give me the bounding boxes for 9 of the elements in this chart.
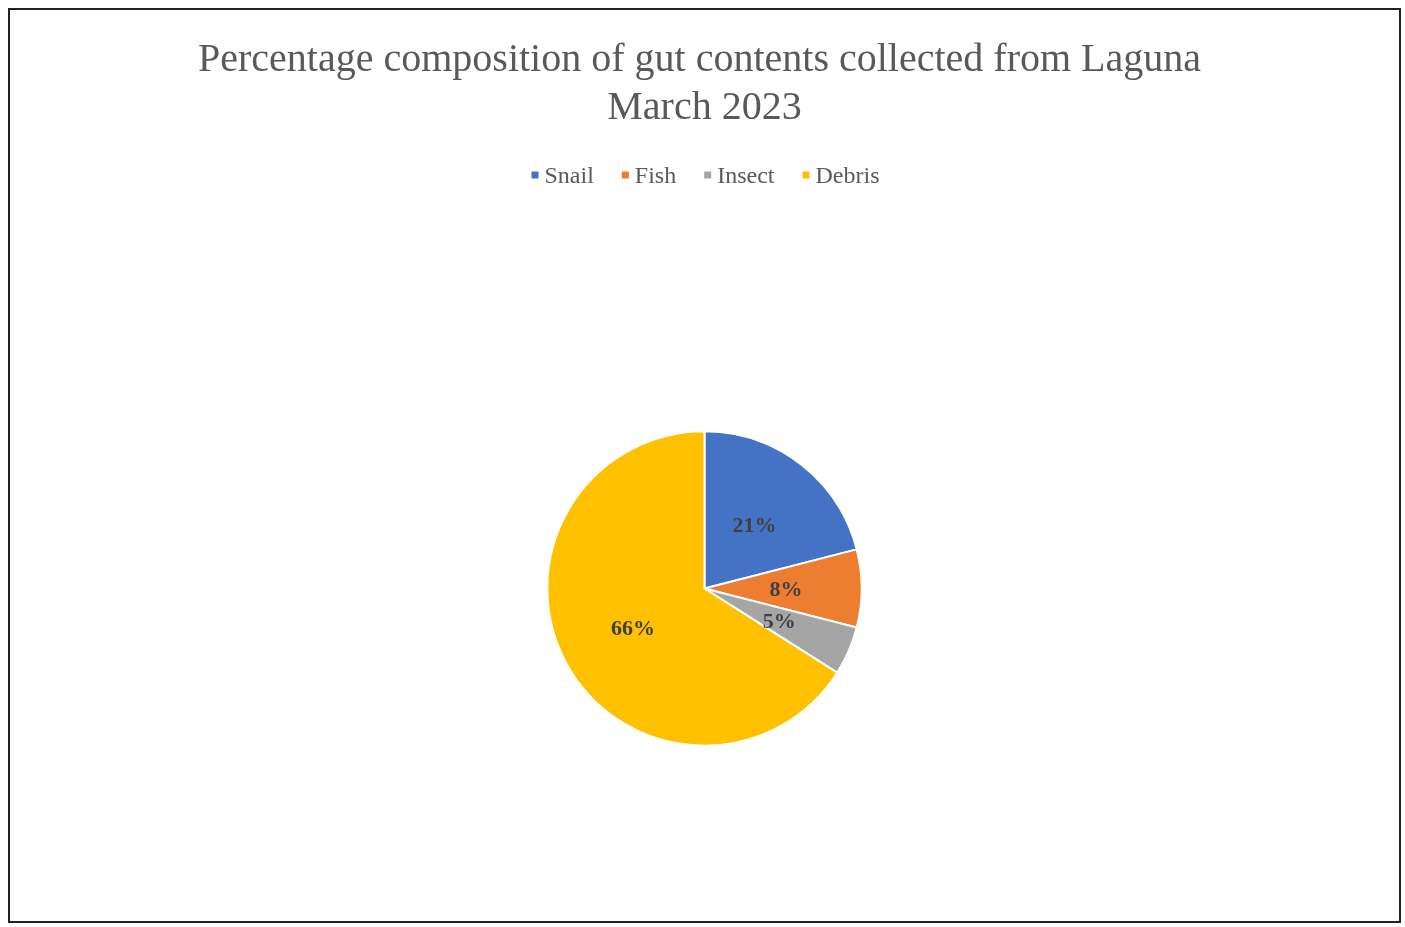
data-label: 5% [762, 608, 796, 634]
data-label: 8% [769, 575, 803, 601]
legend-label: Debris [815, 162, 880, 188]
legend-label: Fish [634, 162, 677, 188]
legend-label: Snail [544, 162, 595, 188]
legend-label: Insect [717, 162, 775, 188]
data-label: 21% [732, 511, 777, 537]
chart-title: Percentage composition of gut contents collected from Laguna March 2023 [197, 34, 1212, 128]
data-label: 66% [611, 615, 656, 641]
